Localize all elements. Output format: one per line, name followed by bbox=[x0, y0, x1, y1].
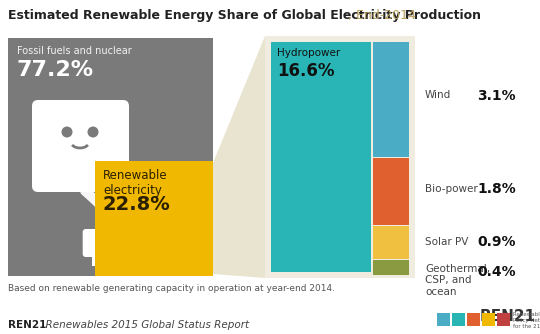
Text: Solar PV: Solar PV bbox=[425, 237, 468, 247]
Text: REN21: REN21 bbox=[480, 309, 536, 324]
Bar bbox=[92, 252, 97, 266]
Polygon shape bbox=[213, 36, 265, 278]
Text: 22.8%: 22.8% bbox=[103, 195, 171, 214]
Circle shape bbox=[62, 127, 72, 138]
Bar bbox=[482, 313, 495, 326]
FancyBboxPatch shape bbox=[32, 100, 129, 192]
FancyBboxPatch shape bbox=[83, 229, 117, 257]
Text: Geothermal,
CSP, and
ocean: Geothermal, CSP, and ocean bbox=[425, 264, 490, 297]
Circle shape bbox=[87, 127, 98, 138]
Bar bbox=[497, 313, 510, 326]
Bar bbox=[467, 313, 480, 326]
Bar bbox=[437, 313, 450, 326]
Text: 0.9%: 0.9% bbox=[477, 235, 516, 249]
Text: REN21: REN21 bbox=[8, 320, 46, 330]
Bar bbox=[103, 252, 107, 266]
Text: Based on renewable generating capacity in operation at year-end 2014.: Based on renewable generating capacity i… bbox=[8, 284, 335, 293]
Text: Fossil fuels and nuclear: Fossil fuels and nuclear bbox=[17, 46, 132, 56]
Text: 16.6%: 16.6% bbox=[277, 62, 334, 80]
Text: Wind: Wind bbox=[425, 91, 451, 101]
Text: Estimated Renewable Energy Share of Global Electricity Production: Estimated Renewable Energy Share of Glob… bbox=[8, 9, 481, 22]
Bar bbox=[452, 313, 465, 326]
Bar bbox=[374, 42, 409, 157]
Bar bbox=[271, 42, 372, 272]
Bar bbox=[95, 161, 213, 276]
Text: Bio-power: Bio-power bbox=[425, 184, 478, 194]
Bar bbox=[374, 158, 409, 225]
Text: 1.8%: 1.8% bbox=[477, 182, 516, 196]
Text: , End-2014: , End-2014 bbox=[348, 9, 416, 22]
Text: 3.1%: 3.1% bbox=[477, 89, 516, 103]
Text: Renewable Energy
Policy Network
for the 21st Century: Renewable Energy Policy Network for the … bbox=[513, 312, 540, 329]
Bar bbox=[265, 36, 415, 278]
Text: 0.4%: 0.4% bbox=[477, 265, 516, 279]
Bar bbox=[374, 260, 409, 275]
Bar bbox=[8, 38, 213, 276]
Text: Renewable
electricity: Renewable electricity bbox=[103, 169, 167, 197]
Text: Hydropower: Hydropower bbox=[277, 48, 340, 58]
Text: 77.2%: 77.2% bbox=[17, 60, 94, 80]
Bar bbox=[374, 226, 409, 259]
Text: Renewables 2015 Global Status Report: Renewables 2015 Global Status Report bbox=[39, 320, 249, 330]
